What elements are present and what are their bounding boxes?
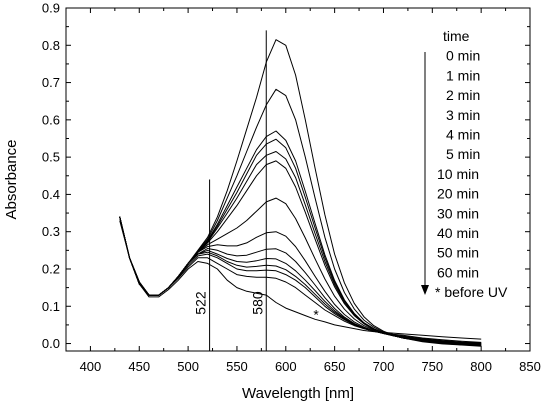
asterisk-annotation: * [313, 306, 319, 322]
legend-entry: 20 min [437, 186, 479, 202]
tick-layer: 400 450 500 550 600 650 700 750 800 850 0.0 0.1 0.2 0… [42, 1, 541, 375]
y-tick-label: 0.4 [42, 187, 60, 202]
legend-entry: 1 min [446, 67, 480, 83]
y-tick-label: 0.0 [42, 336, 60, 351]
legend: time 0 min 1 min 2 min 3 min 4 min 5 min 10 min… [421, 28, 508, 300]
series-line-7 [119, 197, 482, 346]
series-line-13 [119, 39, 482, 347]
y-tick-label: 0.7 [42, 75, 60, 90]
y-tick-label: 0.1 [42, 299, 60, 314]
plot-frame [65, 7, 531, 352]
legend-entry: 5 min [446, 146, 480, 162]
series-line-1 [119, 216, 482, 343]
x-tick-label: 400 [80, 359, 102, 374]
series-line-10 [119, 138, 482, 346]
series-line-9 [119, 151, 482, 346]
legend-entry: 0 min [446, 48, 480, 64]
legend-entry: 4 min [446, 127, 480, 143]
y-tick-label: 0.5 [42, 150, 60, 165]
y-tick-label: 0.6 [42, 112, 60, 127]
series-line-3 [119, 216, 482, 344]
x-axis-label: Wavelength [nm] [242, 385, 354, 402]
x-tick-label: 700 [373, 359, 395, 374]
annotation-layer: 522 580 * [193, 291, 320, 322]
legend-entry: 3 min [446, 107, 480, 123]
vline-layer [209, 30, 267, 351]
legend-entry: 30 min [437, 205, 479, 221]
x-tick-label: 600 [275, 359, 297, 374]
x-tick-label: 550 [226, 359, 248, 374]
y-tick-label: 0.2 [42, 261, 60, 276]
series-line-2 [119, 216, 482, 344]
series-line-0 [119, 220, 482, 340]
legend-entry: * before UV [435, 284, 508, 300]
legend-entry: 10 min [437, 166, 479, 182]
wavelength-annotation: 580 [249, 291, 265, 315]
y-axis-label: Absorbance [3, 139, 20, 219]
x-tick-label: 800 [470, 359, 492, 374]
x-tick-label: 500 [177, 359, 199, 374]
x-tick-label: 650 [324, 359, 346, 374]
y-tick-label: 0.3 [42, 224, 60, 239]
series-layer [119, 39, 482, 347]
series-line-12 [119, 88, 482, 347]
legend-title: time [443, 28, 470, 44]
x-tick-label: 750 [421, 359, 443, 374]
legend-entry: 50 min [437, 245, 479, 261]
y-tick-label: 0.8 [42, 38, 60, 53]
x-tick-label: 450 [128, 359, 150, 374]
y-tick-label: 0.9 [42, 1, 60, 16]
legend-entry: 2 min [446, 87, 480, 103]
x-tick-label: 850 [519, 359, 541, 374]
legend-entry: 60 min [437, 264, 479, 280]
trend-arrow-head [421, 285, 429, 295]
legend-entry: 40 min [437, 225, 479, 241]
wavelength-annotation: 522 [193, 291, 209, 315]
